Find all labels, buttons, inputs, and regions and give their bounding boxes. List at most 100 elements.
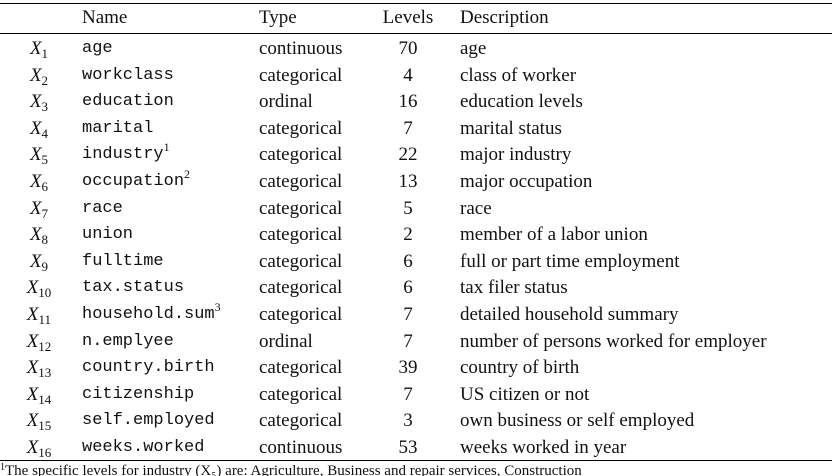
footnote-mark: 1: [0, 462, 5, 473]
row-variable-subscript: 11: [38, 312, 52, 327]
row-variable-symbol: X: [29, 144, 42, 166]
row-name: industry1: [82, 140, 170, 168]
header-levels: Levels: [382, 7, 434, 28]
row-variable: X14: [14, 382, 64, 413]
row-variable-symbol: X: [26, 330, 39, 352]
row-variable: X1: [14, 36, 64, 67]
header-name: Name: [82, 7, 128, 28]
table-row: X2 workclass categorical 4 class of worker: [0, 63, 832, 89]
row-variable: X10: [14, 275, 64, 306]
row-description: major occupation: [460, 171, 593, 192]
row-name: education: [82, 89, 174, 115]
table-row: X4 marital categorical 7 marital status: [0, 116, 832, 142]
row-type: categorical: [259, 171, 343, 192]
table-row: X8 union categorical 2 member of a labor uni…: [0, 222, 832, 248]
row-description: own business or self employed: [460, 410, 695, 432]
row-levels: 3: [403, 410, 413, 432]
row-name-text: n.emplyee: [82, 331, 174, 351]
row-variable-subscript: 10: [38, 285, 52, 301]
row-type: categorical: [259, 277, 343, 299]
row-description: member of a labor union: [460, 224, 648, 246]
row-variable-subscript: 6: [41, 179, 49, 194]
table-row: X7 race categorical 5 race: [0, 196, 832, 222]
row-levels: 7: [403, 330, 413, 352]
row-levels: 39: [398, 357, 418, 379]
row-variable-subscript: 4: [41, 125, 49, 141]
row-name: country.birth: [82, 355, 215, 381]
row-footnote-mark: 2: [184, 167, 191, 181]
row-description: full or part time employment: [460, 250, 680, 272]
row-footnote-mark: 1: [163, 140, 170, 155]
row-description: age: [460, 38, 487, 59]
row-variable-subscript: 14: [38, 391, 52, 407]
row-name-text: race: [82, 198, 123, 218]
row-variable-subscript: 8: [41, 232, 49, 248]
footnote-text: The specific levels for industry (X₅) ar…: [5, 463, 582, 476]
row-levels: 7: [403, 304, 413, 325]
row-type: categorical: [259, 383, 343, 405]
row-type: categorical: [259, 410, 343, 432]
row-name-text: self.employed: [82, 411, 215, 431]
row-levels: 2: [403, 224, 413, 246]
row-variable-symbol: X: [29, 64, 42, 86]
row-description: race: [460, 197, 492, 219]
row-variable: X4: [14, 116, 64, 147]
row-name-text: weeks.worked: [82, 438, 205, 457]
row-type: categorical: [259, 250, 343, 272]
header-type: Type: [259, 7, 297, 28]
row-variable-subscript: 5: [41, 152, 49, 168]
row-name: workclass: [82, 63, 174, 89]
row-levels: 7: [403, 383, 413, 405]
row-type: categorical: [259, 304, 343, 325]
table-bottom-rule: [0, 460, 832, 461]
row-description: marital status: [460, 117, 562, 139]
row-variable-symbol: X: [29, 224, 42, 246]
row-type: continuous: [259, 38, 343, 59]
table-row: X15 self.employed categorical 3 own business…: [0, 408, 832, 434]
row-variable: X9: [14, 249, 64, 280]
row-name: union: [82, 222, 133, 248]
row-levels: 7: [403, 117, 413, 139]
row-variable-symbol: X: [26, 383, 39, 405]
row-variable-symbol: X: [26, 357, 39, 379]
table-row: X5 industry1 categorical 22 major industry: [0, 140, 832, 168]
table-row: X6 occupation2 categorical 13 major occupati…: [0, 167, 832, 195]
row-variable: X8: [14, 222, 64, 253]
row-variable-symbol: X: [29, 197, 42, 219]
row-variable-symbol: X: [26, 277, 39, 299]
row-levels: 53: [398, 437, 418, 458]
row-levels: 6: [403, 277, 413, 299]
row-name: race: [82, 196, 123, 222]
header-description: Description: [460, 7, 549, 28]
row-variable: X16: [14, 435, 64, 466]
row-description: number of persons worked for employer: [460, 330, 767, 352]
row-name: self.employed: [82, 408, 215, 434]
row-variable-symbol: X: [29, 91, 42, 113]
row-description: weeks worked in year: [460, 437, 627, 458]
row-type: categorical: [259, 357, 343, 379]
table-row: X16 weeks.worked continuous 53 weeks worked …: [0, 435, 832, 461]
row-variable-subscript: 9: [41, 258, 49, 274]
row-description: tax filer status: [460, 277, 568, 299]
row-name-text: workclass: [82, 65, 174, 85]
table-row: X11 household.sum3 categorical 7 detailed ho…: [0, 300, 832, 328]
row-name-text: age: [82, 39, 113, 58]
row-levels: 4: [403, 64, 413, 86]
row-variable: X3: [14, 89, 64, 120]
row-variable-symbol: X: [29, 38, 42, 59]
row-name-text: citizenship: [82, 384, 195, 404]
row-type: ordinal: [259, 91, 313, 113]
row-name-text: country.birth: [82, 358, 215, 378]
table-row: X9 fulltime categorical 6 full or part time …: [0, 249, 832, 275]
row-variable-subscript: 1: [41, 46, 49, 61]
row-variable-symbol: X: [29, 117, 42, 139]
row-name-text: fulltime: [82, 251, 164, 271]
row-footnote-mark: 3: [214, 300, 221, 314]
table-row: X13 country.birth categorical 39 country of …: [0, 355, 832, 381]
row-variable-symbol: X: [26, 410, 39, 432]
row-variable: X7: [14, 196, 64, 227]
row-description: education levels: [460, 91, 583, 113]
row-variable-subscript: 3: [41, 99, 49, 115]
row-levels: 16: [398, 91, 418, 113]
row-variable-subscript: 2: [41, 72, 49, 88]
